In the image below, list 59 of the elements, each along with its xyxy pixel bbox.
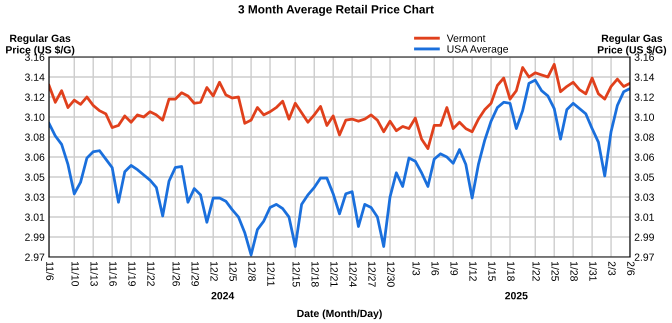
- y2-tick-label: 3.12: [634, 94, 654, 101]
- x-tick-label: 12/2: [210, 262, 218, 281]
- y2-tick-label: 3.03: [634, 194, 654, 201]
- y-tick-label: 3.16: [24, 54, 44, 61]
- y-tick-label: 3.08: [24, 134, 44, 141]
- y2-tick-label: 3.16: [634, 54, 654, 61]
- x-tick-label: 11/16: [109, 262, 118, 286]
- legend-label: Vermont: [446, 34, 486, 42]
- x-tick-label: 1/18: [507, 262, 515, 281]
- x-tick-label: 1/3: [412, 262, 420, 276]
- x-tick-label: 11/22: [147, 262, 155, 286]
- y2-tick-label: 3.08: [634, 134, 654, 141]
- x-tick-label: 1/12: [469, 262, 477, 281]
- x-tick-label: 12/21: [330, 262, 338, 287]
- x-tick-label: 2/3: [608, 262, 616, 276]
- y2-tick-label: 3.06: [634, 154, 654, 161]
- y2-tick-label: 2.97: [634, 254, 654, 261]
- y-tick-label: 3.10: [24, 114, 44, 121]
- x-tick-label: 1/31: [589, 262, 597, 281]
- line-series: [49, 62, 630, 150]
- y-tick-label: 2.97: [25, 254, 44, 261]
- x-tick-label: 12/8: [248, 262, 256, 281]
- x-tick-label: 1/6: [431, 262, 440, 276]
- chart-title: 3 Month Average Retail Price Chart: [238, 4, 434, 16]
- x-tick-label: 12/11: [267, 262, 275, 286]
- y-tick-label: 3.01: [24, 214, 44, 221]
- y2-tick-label: 3.14: [634, 74, 654, 81]
- y-tick-label: 3.06: [24, 154, 44, 161]
- y-tick-label: 3.05: [24, 174, 44, 181]
- x-tick-label: 11/26: [172, 262, 180, 286]
- y-tick-label: 3.03: [24, 194, 44, 201]
- x-tick-label: 12/30: [387, 262, 395, 287]
- x-tick-label: 12/15: [292, 262, 300, 287]
- y-tick-label: 3.14: [24, 74, 45, 81]
- x-tick-label: 12/24: [349, 262, 357, 287]
- legend-label: USA Average: [448, 45, 508, 55]
- x-tick-label: 1/25: [551, 262, 560, 282]
- y2-tick-label: 3.10: [634, 114, 654, 121]
- x-tick-label: 12/27: [368, 262, 376, 287]
- x-tick-label: 11/6: [46, 262, 54, 280]
- x-tick-label: 12/5: [229, 262, 237, 282]
- x-tick-label: 11/19: [128, 262, 136, 286]
- x-tick-label: 1/22: [532, 262, 540, 281]
- x-tick-label: 11/13: [90, 262, 98, 286]
- x-tick-label: 1/15: [488, 262, 496, 282]
- x-tick-label: 11/29: [191, 262, 200, 286]
- y2-tick-label: 2.99: [634, 234, 654, 241]
- y2-tick-label: 3.05: [634, 174, 654, 181]
- y-tick-label: 3.12: [24, 94, 44, 101]
- text: 2024: [211, 292, 234, 300]
- x-tick-label: 1/28: [570, 262, 578, 281]
- x-tick-label: 12/18: [311, 262, 320, 287]
- text: 2025: [505, 292, 528, 300]
- y-tick-label: 2.99: [25, 234, 44, 241]
- x-axis-title: Date (Month/Day): [297, 309, 382, 320]
- x-tick-label: 2/6: [627, 262, 635, 276]
- x-tick-label: 1/9: [450, 262, 458, 276]
- x-tick-label: 11/10: [71, 262, 80, 286]
- y2-tick-label: 3.01: [634, 214, 654, 221]
